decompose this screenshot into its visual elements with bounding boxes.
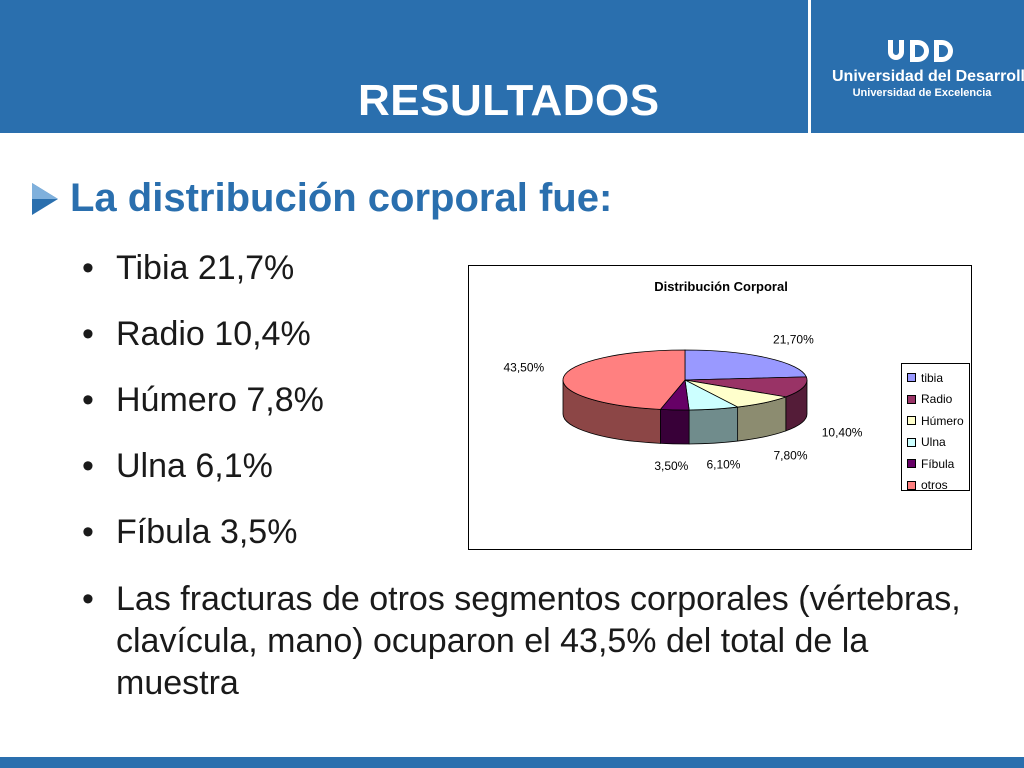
- legend-item-ulna: Ulna: [907, 432, 969, 454]
- data-label-otros: 43,50%: [503, 361, 544, 375]
- header-bar: RESULTADOS Universidad del Desarrollo Un…: [0, 0, 1024, 133]
- data-label-fíbula: 3,50%: [654, 459, 688, 473]
- legend-label: Fíbula: [921, 456, 955, 471]
- data-label-tibia: 21,70%: [773, 332, 814, 346]
- legend-label: tibia: [921, 370, 944, 385]
- legend-label: otros: [921, 478, 948, 493]
- chart-title: Distribución Corporal: [654, 279, 788, 294]
- arrow-bullet-icon: [32, 182, 58, 215]
- pie-chart-canvas: 21,70% 10,40% 7,80% 6,10% 3,50% 43,50%: [503, 332, 863, 473]
- bullet-item: • Radio 10,4%: [78, 314, 978, 354]
- legend-item-otros: otros: [907, 475, 969, 497]
- bullet-text: Húmero 7,8%: [116, 381, 324, 419]
- data-label-húmero: 7,80%: [774, 448, 808, 462]
- chart-legend: tibia Radio Húmero Ulna Fíbula otros: [901, 363, 970, 492]
- legend-swatch: [907, 480, 916, 490]
- legend-label: Radio: [921, 392, 953, 407]
- data-label-ulna: 6,10%: [706, 458, 740, 472]
- bullet-list: • Tibia 21,7% • Radio 10,4% • Húmero 7,8% •…: [78, 248, 978, 704]
- bullet-item: • Fíbula 3,5%: [78, 512, 978, 552]
- bullet-dot: •: [82, 315, 94, 353]
- legend-item-tibia: tibia: [907, 367, 969, 389]
- legend-swatch: [907, 437, 916, 447]
- bullet-item: • Ulna 6,1%: [78, 446, 978, 486]
- bullet-text: Las fracturas de otros segmentos corpora…: [116, 580, 961, 702]
- footer-bar: [0, 757, 1024, 768]
- bullet-item: • Tibia 21,7%: [78, 248, 978, 288]
- bullet-item: • Húmero 7,8%: [78, 380, 978, 420]
- bullet-dot: •: [82, 513, 94, 551]
- bullet-dot: •: [82, 580, 94, 618]
- legend-label: Ulna: [921, 435, 946, 450]
- logo-name: Universidad del Desarrollo: [832, 68, 1024, 85]
- bullet-item: • Las fracturas de otros segmentos corpor…: [78, 578, 966, 704]
- heading-text: La distribución corporal fue:: [70, 176, 613, 220]
- pie-slice-radio: [684, 376, 808, 398]
- bullet-text: Fíbula 3,5%: [116, 513, 298, 551]
- legend-item-fíbula: Fíbula: [907, 453, 969, 475]
- pie-chart: Distribución Corporal 21,70% 10,40% 7,80% 6…: [468, 265, 972, 550]
- page-title: RESULTADOS: [358, 76, 660, 125]
- legend-swatch: [907, 373, 916, 383]
- section-heading: La distribución corporal fue:: [30, 176, 612, 221]
- legend-label: Húmero: [921, 413, 964, 428]
- header-divider: [808, 0, 811, 133]
- bullet-text: Ulna 6,1%: [116, 447, 273, 485]
- legend-swatch: [907, 416, 916, 426]
- legend-swatch: [907, 459, 916, 469]
- university-logo: Universidad del Desarrollo Universidad d…: [832, 38, 1024, 100]
- logo-subtitle: Universidad de Excelencia: [852, 87, 992, 99]
- bullet-text: Radio 10,4%: [116, 315, 311, 353]
- pie-slice-side-ulna: [688, 406, 739, 445]
- data-label-radio: 10,40%: [822, 426, 863, 440]
- bullet-dot: •: [82, 249, 94, 287]
- legend-item-húmero: Húmero: [907, 410, 969, 432]
- legend-item-radio: Radio: [907, 389, 969, 411]
- bullet-text: Tibia 21,7%: [116, 249, 295, 287]
- udd-logo-mark: [888, 40, 953, 62]
- pie-slice-tibia: [684, 349, 807, 381]
- pie-slice-otros: [562, 349, 686, 410]
- bullet-dot: •: [82, 447, 94, 485]
- bullet-dot: •: [82, 381, 94, 419]
- legend-swatch: [907, 394, 916, 404]
- pie-slice-side-fíbula: [660, 408, 690, 445]
